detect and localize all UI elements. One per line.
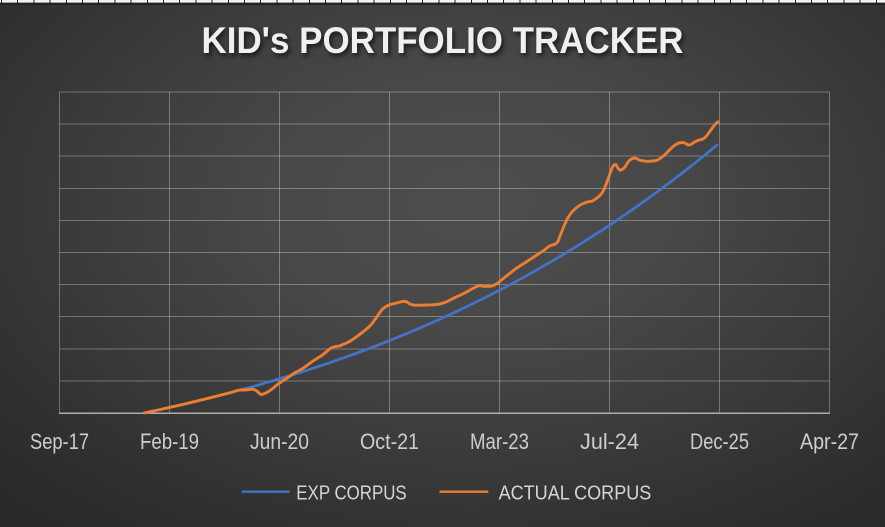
svg-text:Jul-24: Jul-24 — [580, 429, 639, 454]
svg-text:Feb-19: Feb-19 — [140, 429, 199, 454]
svg-text:Jun-20: Jun-20 — [250, 429, 309, 454]
svg-text:KID's PORTFOLIO TRACKER: KID's PORTFOLIO TRACKER — [202, 20, 684, 61]
svg-text:ACTUAL CORPUS: ACTUAL CORPUS — [499, 482, 652, 505]
svg-text:Mar-23: Mar-23 — [470, 429, 529, 454]
svg-text:Dec-25: Dec-25 — [690, 429, 749, 454]
svg-text:Sep-17: Sep-17 — [30, 429, 89, 454]
svg-text:EXP CORPUS: EXP CORPUS — [296, 482, 406, 505]
svg-text:Apr-27: Apr-27 — [800, 429, 859, 454]
svg-text:Oct-21: Oct-21 — [360, 429, 419, 454]
